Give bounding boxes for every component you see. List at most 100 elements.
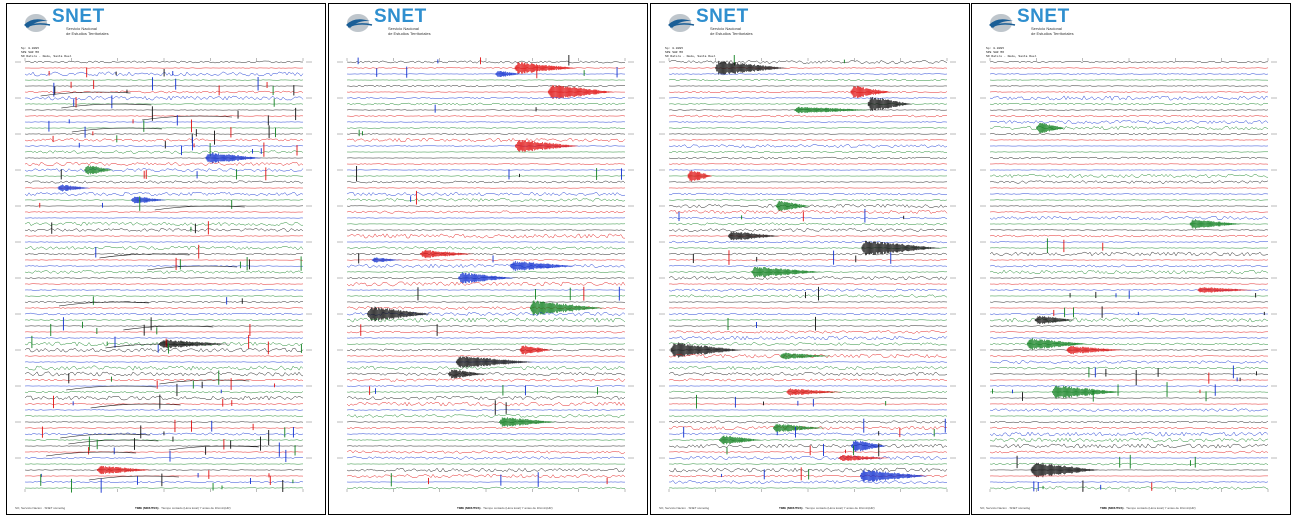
header-line-1: Sp: 0.0095 bbox=[986, 47, 1005, 50]
trace-line bbox=[669, 432, 948, 436]
logo-subtitle-line-2: de Estudios Territoriales bbox=[710, 30, 753, 36]
trace-line bbox=[346, 385, 625, 387]
seismic-event bbox=[529, 300, 604, 316]
trace-line bbox=[989, 462, 1269, 466]
drift-curve bbox=[60, 433, 151, 439]
trace-line bbox=[346, 263, 626, 269]
drift-curve bbox=[68, 439, 159, 445]
trace-line bbox=[346, 180, 626, 184]
trace-line bbox=[347, 252, 626, 256]
trace-line bbox=[668, 378, 948, 382]
seismic-event bbox=[1034, 315, 1075, 325]
trace-line bbox=[668, 73, 948, 75]
station-header: Sp: 0.0095 SPE SHZ MO SO Ratsro · Nodo, … bbox=[21, 47, 71, 59]
trace-line bbox=[24, 138, 304, 142]
trace-line bbox=[346, 486, 626, 490]
trace-line bbox=[989, 120, 1269, 124]
trace-line bbox=[346, 355, 626, 357]
trace-line bbox=[346, 391, 626, 393]
time-axis-title: TIME (MINUTES) bbox=[135, 506, 159, 510]
trace-line bbox=[989, 366, 1269, 370]
trace-line bbox=[989, 193, 1269, 195]
trace-line bbox=[24, 283, 304, 285]
seismic-event bbox=[861, 240, 940, 256]
trace-line bbox=[346, 337, 626, 339]
trace-line bbox=[668, 181, 948, 183]
trace-line bbox=[346, 409, 625, 411]
trace-line bbox=[24, 150, 304, 154]
snet-logo: SNET Servicio Nacional de Estudios Terri… bbox=[344, 6, 444, 40]
trace-line bbox=[989, 408, 1269, 412]
trace-line bbox=[668, 294, 948, 298]
trace-line bbox=[989, 156, 1269, 160]
seismic-event bbox=[773, 423, 825, 433]
trace-line bbox=[24, 265, 303, 267]
trace-line bbox=[989, 211, 1268, 213]
trace-line bbox=[668, 204, 948, 208]
seismic-event bbox=[514, 62, 577, 74]
trace-line bbox=[989, 313, 1268, 315]
trace-line bbox=[668, 252, 948, 256]
trace-line bbox=[989, 95, 1269, 101]
trace-line bbox=[24, 319, 304, 321]
drift-curve bbox=[123, 325, 214, 331]
trace-line bbox=[346, 205, 626, 207]
trace-line bbox=[668, 283, 948, 285]
trace-line bbox=[346, 301, 626, 303]
logo-subtitle-line-1: Servicio Nacional bbox=[388, 26, 419, 31]
seismic-event bbox=[775, 200, 810, 212]
snet-logo-mark-icon bbox=[24, 14, 51, 32]
trace-line bbox=[24, 355, 304, 357]
trace-line bbox=[668, 209, 948, 215]
trace-line bbox=[24, 133, 304, 135]
trace-line bbox=[669, 133, 948, 135]
drift-curve bbox=[46, 451, 137, 457]
trace-line bbox=[346, 109, 626, 111]
seismic-event bbox=[1030, 462, 1099, 478]
trace-line bbox=[347, 85, 625, 87]
trace-line bbox=[989, 331, 1268, 333]
trace-line bbox=[668, 240, 948, 244]
time-axis-label: TIME (MINUTES) · Tiempo contado (Hora lo… bbox=[1100, 506, 1196, 510]
header-line-2: SPE SHZ MO bbox=[986, 51, 1005, 54]
trace-line bbox=[346, 473, 626, 478]
trace-line bbox=[668, 420, 948, 424]
seismic-event bbox=[1066, 345, 1122, 355]
logo-text: SNET bbox=[374, 6, 427, 27]
trace-line bbox=[346, 456, 626, 460]
trace-line bbox=[989, 277, 1269, 279]
trace-line bbox=[25, 409, 304, 411]
trace-line bbox=[668, 397, 948, 399]
trace-line bbox=[668, 342, 948, 346]
time-axis-label: TIME (MINUTES) · Tiempo contado (Hora lo… bbox=[135, 506, 231, 510]
logo-subtitle-line-1: Servicio Nacional bbox=[1031, 26, 1062, 31]
trace-line bbox=[24, 168, 304, 172]
trace-line bbox=[346, 325, 626, 327]
snet-logo: SNET Servicio Nacional de Estudios Terri… bbox=[22, 6, 122, 40]
trace-line bbox=[668, 361, 947, 363]
trace-line bbox=[668, 301, 948, 303]
station-header: Sp: 0.0095 SPE SHZ MO SO Ratsro · Nodo, … bbox=[986, 47, 1036, 59]
trace-line bbox=[346, 343, 626, 345]
trace-line bbox=[669, 330, 948, 334]
header-line-2: SPE SHZ MO bbox=[665, 51, 684, 54]
trace-line bbox=[24, 421, 304, 423]
trace-line bbox=[346, 246, 626, 250]
trace-line bbox=[24, 60, 303, 64]
trace-line bbox=[346, 467, 626, 473]
trace-line bbox=[346, 175, 626, 177]
trace-line bbox=[668, 265, 948, 267]
trace-line bbox=[346, 127, 625, 129]
seismic-event bbox=[205, 152, 262, 164]
seismic-event bbox=[448, 369, 486, 379]
trace-line bbox=[668, 156, 948, 160]
trace-line bbox=[989, 91, 1269, 93]
trace-line bbox=[346, 60, 625, 64]
trace-line bbox=[668, 60, 948, 64]
trace-line bbox=[668, 97, 947, 99]
trace-line bbox=[24, 270, 304, 274]
footer-left-note: SO, Servicio Nacion · SNET sismológ bbox=[659, 506, 710, 510]
trace-line bbox=[346, 401, 626, 407]
trace-line bbox=[668, 216, 948, 220]
seismic-event bbox=[1197, 287, 1252, 293]
